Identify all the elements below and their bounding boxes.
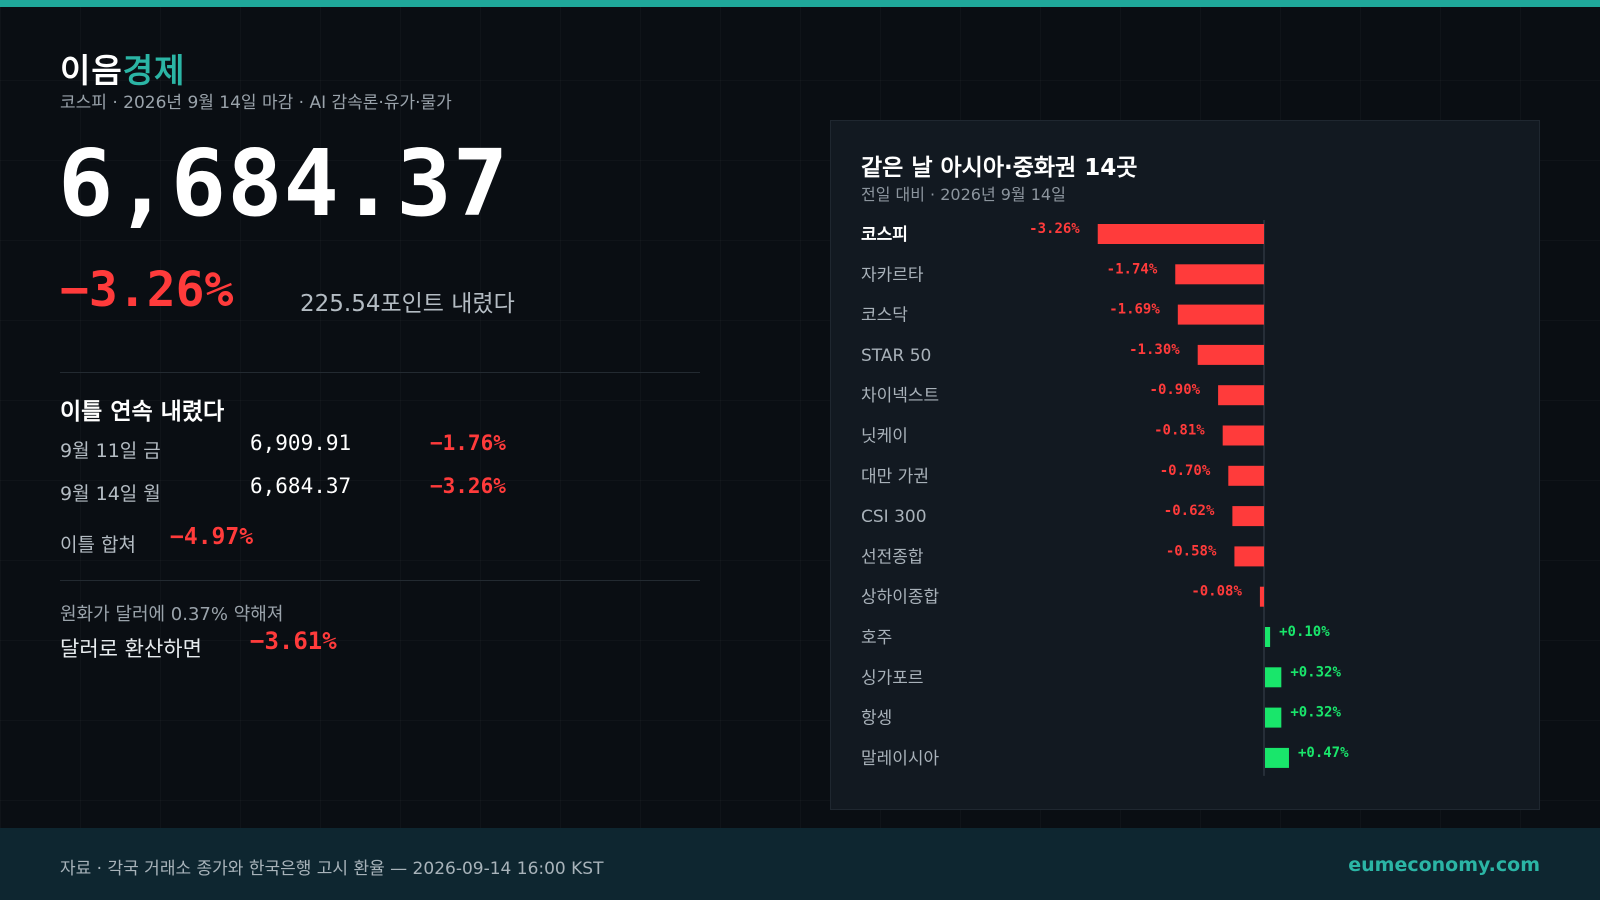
bar	[1177, 304, 1264, 325]
source-note: 자료 · 각국 거래소 종가와 한국은행 고시 환율 — 2026-09-14 …	[60, 859, 604, 879]
brand-part-1: 이음	[60, 51, 123, 90]
data-label: -0.58%	[1166, 543, 1217, 559]
category-label: 싱가포르	[861, 668, 924, 688]
bar	[1218, 385, 1264, 406]
fx-converted-value: −3.61%	[250, 627, 337, 655]
divider	[60, 580, 700, 581]
bar	[1222, 425, 1264, 446]
streak-sum-value: −4.97%	[170, 524, 254, 550]
brand-part-2: 경제	[122, 51, 186, 90]
index-change-pct: −3.26%	[60, 262, 234, 318]
bar	[1265, 707, 1282, 728]
data-label: -0.81%	[1154, 423, 1205, 439]
data-label: -1.69%	[1109, 302, 1160, 318]
bar	[1265, 667, 1282, 688]
page-subtitle: 코스피 · 2026년 9월 14일 마감 · AI 감속론·유가·물가	[60, 93, 452, 113]
data-label: +0.32%	[1290, 705, 1341, 721]
bar	[1265, 747, 1289, 768]
streak-sum-label: 이틀 합쳐	[60, 534, 136, 556]
category-label: 호주	[861, 628, 892, 648]
category-label: STAR 50	[861, 346, 931, 366]
asia-index-bar-chart: 코스피 -3.26% 자카르타 -1.74% 코스닥 -1.69% STAR 50 -1.30…	[861, 220, 1349, 776]
divider	[60, 372, 700, 373]
bar	[1175, 264, 1264, 285]
bar	[1232, 506, 1264, 527]
streak-row-value: 6,909.91	[250, 431, 352, 455]
bar	[1259, 586, 1264, 607]
streak-row-label: 9월 14일 월	[60, 483, 161, 505]
streak-row-change: −3.26%	[430, 474, 506, 498]
index-value: 6,684.37	[58, 130, 510, 237]
data-label: -1.30%	[1129, 342, 1180, 358]
data-label: +0.10%	[1279, 624, 1330, 640]
bar	[1234, 546, 1264, 567]
streak-title: 이틀 연속 내렸다	[60, 399, 225, 425]
category-label: 상하이종합	[861, 588, 940, 608]
site-link[interactable]: eumeconomy.com	[1348, 854, 1540, 876]
streak-row-label: 9월 11일 금	[60, 440, 161, 462]
streak-row-value: 6,684.37	[250, 474, 352, 498]
category-label: 항셍	[861, 709, 892, 729]
category-label: CSI 300	[861, 507, 927, 527]
category-label: 코스피	[861, 225, 908, 245]
asia-comparison-panel: 같은 날 아시아·중화권 14곳 전일 대비 · 2026년 9월 14일 코스…	[830, 120, 1540, 810]
brand-logo: 이음경제	[60, 44, 185, 92]
category-label: 대만 가권	[861, 467, 929, 487]
index-change-points: 225.54포인트 내렸다	[300, 291, 515, 317]
bar	[1097, 224, 1264, 244]
fx-note: 원화가 달러에 0.37% 약해져	[60, 604, 284, 625]
category-label: 차이넥스트	[861, 386, 939, 406]
bar	[1228, 465, 1264, 486]
chart-subtitle: 전일 대비 · 2026년 9월 14일	[861, 185, 1066, 204]
top-accent-bar	[0, 0, 1600, 7]
data-label: -3.26%	[1029, 221, 1080, 237]
data-label: -0.08%	[1191, 584, 1242, 600]
data-label: -0.62%	[1164, 503, 1215, 519]
data-label: +0.32%	[1290, 664, 1341, 680]
bar	[1197, 344, 1264, 365]
data-label: +0.47%	[1298, 745, 1349, 761]
fx-converted-label: 달러로 환산하면	[60, 637, 202, 661]
bar	[1265, 627, 1271, 647]
data-label: -0.70%	[1160, 463, 1211, 479]
streak-row-change: −1.76%	[430, 431, 506, 455]
chart-title: 같은 날 아시아·중화권 14곳	[861, 155, 1138, 181]
footer: 자료 · 각국 거래소 종가와 한국은행 고시 환율 — 2026-09-14 …	[0, 828, 1600, 900]
category-label: 자카르타	[861, 265, 924, 285]
data-label: -1.74%	[1107, 261, 1158, 277]
category-label: 코스닥	[861, 306, 908, 326]
category-label: 닛케이	[861, 427, 908, 447]
category-label: 선전종합	[861, 547, 924, 567]
data-label: -0.90%	[1150, 382, 1201, 398]
category-label: 말레이시아	[861, 749, 940, 769]
